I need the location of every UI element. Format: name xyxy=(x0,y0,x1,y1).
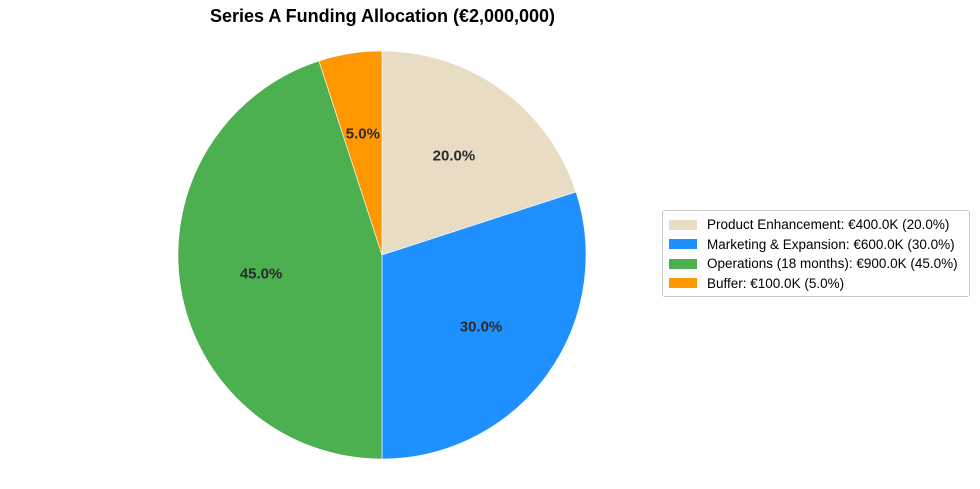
pie-slice-buffer xyxy=(318,50,383,256)
legend-item: Product Enhancement: €400.0K (20.0%) xyxy=(669,215,963,235)
pie-percent-label: 45.0% xyxy=(240,266,283,283)
legend-label: Buffer: €100.0K (5.0%) xyxy=(707,275,845,291)
legend-item: Buffer: €100.0K (5.0%) xyxy=(669,274,963,294)
pie-percent-label: 20.0% xyxy=(433,147,476,164)
pie-slice-product-enhancement xyxy=(381,50,577,256)
legend-item: Operations (18 months): €900.0K (45.0%) xyxy=(669,254,963,274)
legend-swatch xyxy=(669,239,697,250)
pie-slice-marketing-expansion xyxy=(381,191,587,460)
legend-swatch xyxy=(669,258,697,269)
legend-swatch xyxy=(669,219,697,230)
legend-label: Operations (18 months): €900.0K (45.0%) xyxy=(707,256,958,272)
legend-swatch xyxy=(669,278,697,289)
pie-slices xyxy=(177,50,587,460)
pie-percent-label: 30.0% xyxy=(460,318,503,335)
pie-slice-operations-18-months xyxy=(177,60,383,460)
chart-legend: Product Enhancement: €400.0K (20.0%) Mark… xyxy=(662,210,970,297)
legend-label: Marketing & Expansion: €600.0K (30.0%) xyxy=(707,236,955,252)
legend-item: Marketing & Expansion: €600.0K (30.0%) xyxy=(669,235,963,255)
chart-title: Series A Funding Allocation (€2,000,000) xyxy=(209,6,556,26)
pie-percent-labels: 20.0% 30.0% 45.0% 5.0% xyxy=(240,126,502,336)
pie-percent-label: 5.0% xyxy=(346,126,380,143)
legend-label: Product Enhancement: €400.0K (20.0%) xyxy=(707,217,950,233)
